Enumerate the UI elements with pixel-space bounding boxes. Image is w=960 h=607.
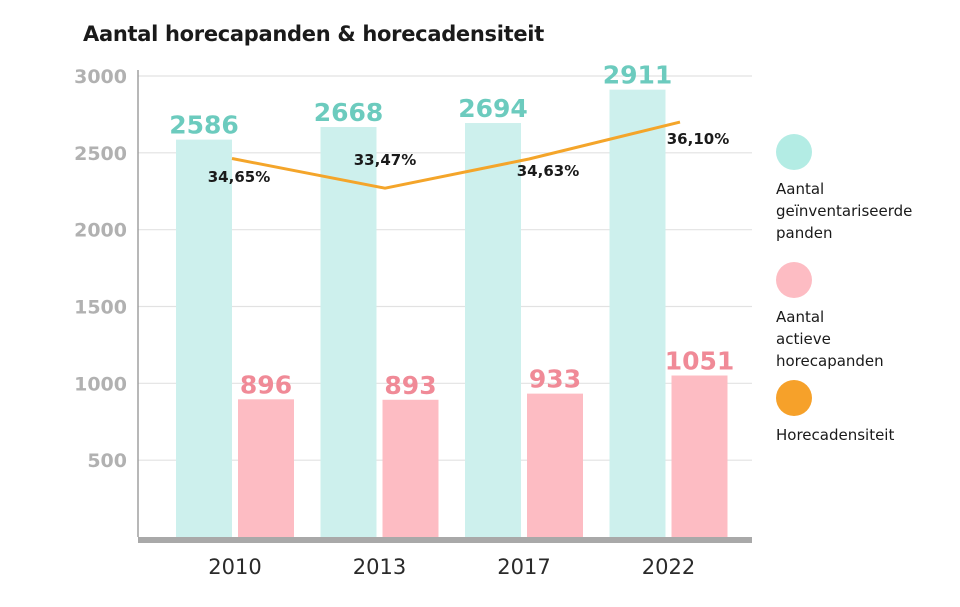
- bar-panden: [176, 139, 232, 538]
- y-tick-label: 500: [87, 450, 127, 472]
- bar-horecapanden: [238, 399, 294, 537]
- legend-label-panden: Aantal geïnventariseerde panden: [776, 180, 913, 242]
- legend-label-horecapanden: Aantal actieve horecapanden: [776, 308, 884, 370]
- bar-value-label: 1051: [665, 346, 735, 375]
- density-label: 33,47%: [354, 151, 416, 169]
- legend-label-horecadensiteit: Horecadensiteit: [776, 426, 895, 444]
- density-label: 34,63%: [517, 162, 579, 180]
- y-tick-label: 2000: [74, 220, 127, 242]
- x-axis: [138, 537, 752, 543]
- bar-value-label: 896: [240, 370, 292, 399]
- legend-swatch-panden: [776, 134, 812, 170]
- x-tick-label: 2010: [208, 555, 261, 579]
- bar-panden: [320, 127, 377, 537]
- bar-panden: [465, 123, 521, 537]
- y-tick-label: 1500: [74, 297, 127, 319]
- bar-panden: [609, 89, 666, 537]
- density-label: 34,65%: [208, 168, 270, 186]
- bar-value-label: 2586: [169, 111, 239, 140]
- bar-value-label: 893: [384, 371, 436, 400]
- legend-swatch-horecadensiteit: [776, 380, 812, 416]
- bar-horecapanden: [671, 375, 728, 537]
- density-label: 36,10%: [667, 130, 729, 148]
- x-tick-label: 2022: [642, 555, 695, 579]
- bar-value-label: 2911: [603, 61, 673, 90]
- bar-value-label: 933: [529, 365, 581, 394]
- legend-item-horecapanden: Aantal actieve horecapanden: [776, 262, 884, 372]
- bar-horecapanden: [527, 393, 583, 537]
- y-tick-label: 2500: [74, 143, 127, 165]
- bar-value-label: 2694: [458, 94, 528, 123]
- legend-item-panden: Aantal geïnventariseerde panden: [776, 134, 912, 244]
- legend-item-horecadensiteit: Horecadensiteit: [776, 380, 894, 446]
- x-tick-label: 2013: [353, 555, 406, 579]
- y-tick-label: 3000: [74, 66, 127, 88]
- x-tick-label: 2017: [497, 555, 550, 579]
- legend-swatch-horecapanden: [776, 262, 812, 298]
- chart-title: Aantal horecapanden & horecadensiteit: [83, 22, 544, 46]
- density-line: [231, 120, 681, 190]
- bar-horecapanden: [382, 399, 439, 537]
- y-tick-label: 1000: [74, 373, 127, 395]
- bar-value-label: 2668: [314, 98, 384, 127]
